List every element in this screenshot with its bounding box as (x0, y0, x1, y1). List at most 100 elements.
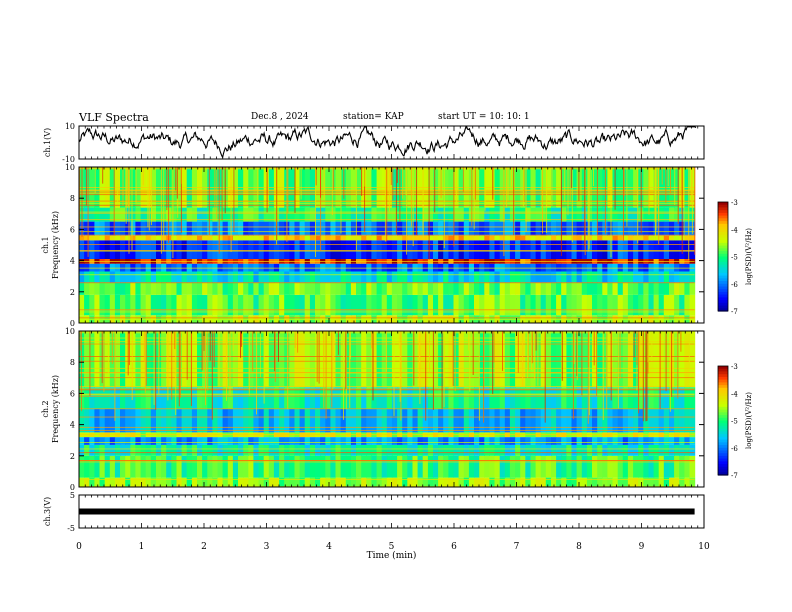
spectrogram-cell (509, 240, 516, 259)
spectrogram-streak (325, 331, 327, 419)
spectrogram-cell (156, 387, 162, 409)
spectrogram-cell (474, 240, 480, 259)
spectrogram-streak (274, 331, 276, 372)
spectrogram-cell (79, 444, 85, 456)
spectrogram-streak (667, 167, 669, 187)
spectrogram-cell (504, 409, 511, 433)
spectrogram-cell (494, 240, 501, 259)
spectrogram-streak (186, 331, 188, 380)
spectrogram-cell (268, 409, 275, 433)
spectrogram-cell (551, 271, 557, 283)
spectrogram-cell (581, 437, 588, 445)
spectrogram-cell (381, 387, 388, 409)
spectrogram-cell (320, 263, 326, 272)
spectrogram-streak (670, 167, 671, 194)
spectrogram-cell (99, 444, 106, 456)
spectrogram-cell (520, 271, 526, 283)
spectrogram-cell (463, 477, 470, 487)
spectrogram-cell (150, 235, 157, 241)
spectrogram-streak (623, 167, 625, 197)
spectrogram-cell (171, 477, 177, 487)
spectrogram-cell (140, 207, 147, 222)
spectrogram-cell (658, 477, 665, 487)
spectrogram-cell (176, 282, 183, 295)
spectrogram-cell (273, 271, 280, 283)
spectrogram-cell (479, 331, 485, 388)
spectrogram-cell (427, 437, 434, 445)
colorbar-step (718, 291, 728, 296)
spectrogram-cell (289, 263, 295, 272)
spectrogram-cell (109, 294, 116, 316)
spectrogram-cell (504, 235, 511, 241)
spectrogram-cell (504, 221, 511, 236)
spectrogram-cell (243, 235, 249, 241)
spectrogram-cell (607, 455, 614, 478)
spectrogram-cell (648, 387, 655, 409)
spectrogram-cell (202, 455, 208, 478)
spectrogram-cell (114, 437, 121, 445)
spectrogram-streak (168, 167, 170, 243)
spectrogram-streak (350, 331, 351, 360)
spectrogram-cell (391, 387, 398, 409)
spectrogram-cell (243, 294, 249, 316)
spectrogram-cell (643, 282, 649, 295)
spectrogram-cell (520, 444, 526, 456)
spectrogram-cell (366, 271, 372, 283)
spectrogram-cell (427, 240, 434, 259)
spectrogram-cell (171, 437, 177, 445)
spectrogram-cell (617, 235, 624, 241)
spectrogram-cell (94, 207, 101, 222)
spectrogram-cell (145, 477, 152, 487)
spectrogram-cell (453, 455, 460, 478)
spectrogram-hline (79, 416, 695, 418)
colorbar-step (718, 251, 728, 255)
spectrogram-cell (535, 437, 542, 445)
spectrogram-cell (417, 294, 424, 316)
spectrogram-cell (612, 282, 619, 295)
spectrogram-cell (479, 240, 485, 259)
station-label: station= KAP (343, 112, 404, 122)
colorbar-step (718, 420, 728, 424)
colorbar-step (718, 275, 728, 279)
colorbar-step (718, 256, 728, 260)
spectrogram-cell (217, 437, 224, 445)
spectrogram-cell (612, 271, 619, 283)
spectrogram-cell (499, 409, 506, 433)
spectrogram-cell (489, 387, 496, 409)
spectrogram-cell (191, 437, 198, 445)
spectrogram-cell (320, 221, 326, 236)
spectrogram-cell (468, 331, 475, 388)
spectrogram-cell (289, 387, 295, 409)
spectrogram-cell (504, 207, 511, 222)
spectrogram-cell (545, 331, 552, 388)
spectrogram-cell (376, 387, 383, 409)
spectrogram-cell (361, 477, 367, 487)
spectrogram-cell (509, 271, 516, 283)
spectrogram-cell (586, 240, 593, 259)
spectrogram-streak (513, 167, 515, 236)
spectrogram-cell (453, 221, 460, 236)
spectrogram-cell (166, 331, 172, 388)
colorbar-step (718, 374, 728, 378)
spectrogram-cell (243, 409, 249, 433)
spectrogram-streak (144, 331, 146, 394)
spectrogram-cell (299, 235, 306, 241)
spectrogram-cell (299, 444, 306, 456)
spectrogram-cell (176, 477, 183, 487)
spectrogram-streak (636, 331, 638, 365)
spectrogram-cell (294, 409, 301, 433)
spectrogram-cell (197, 207, 203, 222)
spectrogram-cell (391, 240, 398, 259)
spectrogram-cell (663, 387, 670, 409)
xaxis-label: Time (min) (367, 550, 417, 561)
spectrogram-cell (576, 221, 583, 236)
spectrogram-cell (268, 271, 275, 283)
spectrogram-cell (135, 331, 142, 388)
spectrogram-cell (304, 240, 311, 259)
spectrogram-hline (79, 448, 695, 450)
spectrogram-cell (540, 387, 547, 409)
spectrogram-streak (471, 167, 473, 226)
colorbar-step (718, 278, 728, 282)
spectrogram-cell (597, 221, 603, 236)
colorbar-step (718, 215, 728, 219)
